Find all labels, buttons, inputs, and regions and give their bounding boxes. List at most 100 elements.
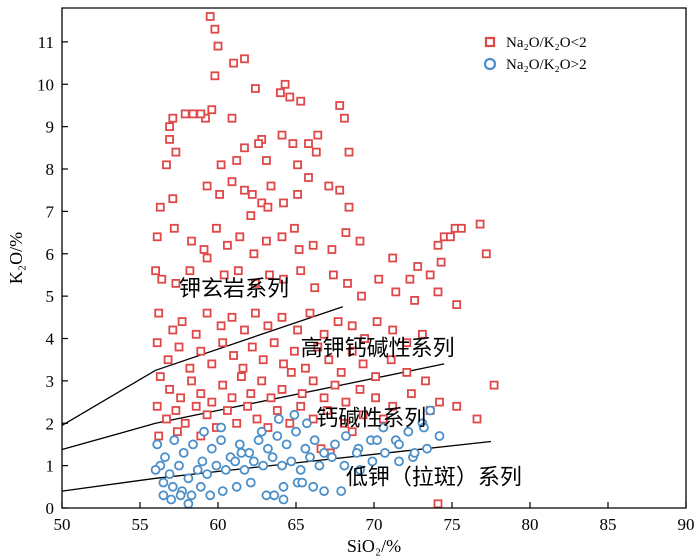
data-point [171, 278, 181, 288]
data-point [247, 342, 257, 352]
y-tick-label: 10 [37, 75, 54, 94]
data-point [185, 266, 195, 276]
data-point [293, 325, 303, 335]
data-point [456, 223, 466, 233]
data-point [475, 219, 485, 229]
data-point [285, 418, 295, 428]
data-point [410, 295, 420, 305]
boundary-line-upper [61, 306, 344, 426]
data-point [196, 389, 206, 399]
y-tick-label: 3 [46, 372, 55, 391]
data-point [418, 422, 429, 433]
data-point [324, 181, 334, 191]
data-point [216, 160, 226, 170]
data-point [254, 139, 264, 149]
data-point [388, 325, 398, 335]
data-point [158, 490, 169, 501]
data-point [360, 334, 370, 343]
data-point [227, 177, 237, 187]
data-point [165, 134, 175, 144]
data-point [388, 253, 398, 263]
data-point [304, 173, 313, 182]
data-point [355, 384, 365, 394]
data-point [358, 410, 368, 420]
data-point [335, 185, 345, 195]
data-point [171, 406, 181, 415]
data-point [293, 160, 303, 170]
data-point [258, 355, 268, 365]
data-point [371, 393, 381, 403]
data-point [357, 291, 366, 301]
data-point [341, 228, 351, 238]
data-point [174, 460, 184, 471]
data-point [250, 308, 260, 318]
data-point [308, 481, 319, 492]
y-axis-title: K₂O/% [6, 232, 26, 284]
data-point [202, 181, 212, 191]
data-point [280, 79, 290, 89]
y-tick-label: 1 [46, 457, 55, 476]
data-point [433, 240, 443, 250]
x-axis-title: SiO₂/% [347, 536, 401, 556]
data-point [252, 414, 262, 424]
data-point [219, 270, 229, 280]
data-point [227, 393, 237, 403]
data-point [164, 469, 175, 480]
data-point [218, 338, 228, 348]
data-point [347, 427, 357, 437]
data-point [296, 401, 306, 411]
data-point [347, 321, 357, 331]
y-tick-label: 0 [46, 499, 55, 518]
data-point [277, 384, 287, 394]
data-point [205, 12, 215, 21]
data-point [285, 92, 295, 102]
data-point [309, 435, 320, 446]
data-point [257, 376, 267, 386]
data-point [278, 481, 289, 492]
data-point [263, 202, 273, 212]
data-point [230, 456, 241, 467]
data-point [169, 223, 179, 233]
boundary-line-lower [61, 440, 492, 492]
data-point [388, 401, 398, 411]
data-point [327, 245, 337, 254]
data-point [277, 232, 287, 242]
data-point [403, 426, 414, 437]
series-ratio-lt-2 [151, 12, 499, 509]
data-point [227, 113, 237, 123]
series-ratio-gt-2 [150, 405, 445, 509]
data-point [217, 486, 228, 497]
data-point [197, 456, 208, 467]
data-point [187, 236, 196, 246]
data-point [296, 96, 306, 106]
data-point [269, 338, 279, 348]
series-region-label: 钾玄岩系列 [179, 277, 289, 302]
data-point [330, 380, 340, 390]
series-region-label: 高钾钙碱性系列 [301, 336, 455, 361]
data-point [183, 498, 194, 509]
data-point [319, 329, 329, 339]
data-point [372, 317, 382, 327]
data-point [406, 389, 416, 399]
data-point [279, 198, 288, 208]
data-point [202, 410, 212, 420]
data-point [289, 409, 300, 420]
data-point [151, 266, 161, 276]
data-point [273, 414, 284, 424]
data-point [272, 406, 282, 415]
data-point [378, 414, 388, 424]
data-point [279, 359, 288, 369]
data-point [371, 372, 381, 382]
data-point [300, 363, 310, 373]
data-point [417, 329, 427, 339]
x-tick-label: 65 [288, 515, 305, 534]
data-point [155, 372, 165, 382]
data-point [188, 109, 198, 119]
data-point [355, 236, 365, 246]
data-point [262, 443, 273, 454]
data-point [261, 236, 271, 246]
data-point [434, 431, 445, 441]
data-point [336, 486, 347, 497]
y-tick-label: 9 [46, 118, 55, 137]
y-tick-label: 4 [46, 330, 55, 349]
